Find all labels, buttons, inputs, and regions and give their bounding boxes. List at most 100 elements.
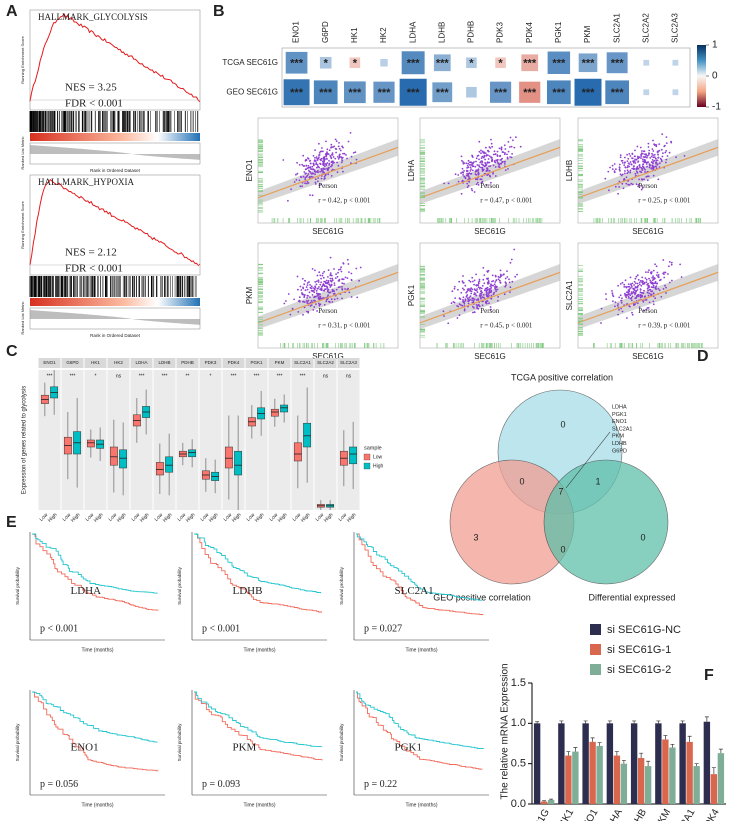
y-axis-label: Running Enrichment Score — [20, 200, 25, 249]
scatter-point — [320, 150, 323, 153]
scatter-point — [314, 183, 317, 185]
scatter-point — [314, 181, 317, 184]
scatter-point — [637, 183, 640, 186]
scatter-point — [484, 152, 487, 155]
x-tick-label: High — [70, 512, 82, 524]
scatter-point — [463, 308, 466, 311]
scatter-point — [634, 286, 637, 288]
scatter-point — [320, 277, 322, 280]
scatter-point — [317, 177, 320, 180]
scatter-point — [317, 279, 320, 282]
stat: r = 0.42, p < 0.001 — [318, 197, 371, 205]
error-bar — [680, 720, 685, 724]
scatter-point — [336, 275, 339, 278]
scatter-point — [306, 174, 309, 177]
scatter-point — [640, 167, 643, 169]
scatter-point — [641, 169, 644, 172]
error-bar — [614, 751, 619, 756]
scatter-point — [654, 286, 657, 289]
scatter-point — [621, 162, 624, 164]
scatter-point — [467, 159, 470, 162]
heat-cell — [521, 54, 539, 72]
scatter-point — [316, 310, 318, 312]
scatter-point — [330, 165, 332, 168]
scatter-point — [640, 171, 643, 174]
scatter-point — [473, 292, 476, 294]
x-axis-label: SEC61G — [474, 227, 506, 236]
scatter-point — [637, 185, 639, 188]
scatter-point — [299, 176, 302, 178]
set-label: GEO positive correlation — [433, 592, 531, 602]
scatter-point — [633, 155, 636, 158]
scatter-point — [309, 166, 312, 169]
scatter-point — [301, 293, 304, 296]
y-tick-label: 1.0 — [511, 717, 526, 729]
scatter-point — [303, 301, 306, 303]
scatter-point — [618, 168, 621, 171]
scatter-point — [671, 279, 673, 282]
heat-cell — [672, 59, 679, 66]
scatter-point — [461, 159, 463, 162]
scatter-point — [651, 276, 654, 279]
scatter-point — [343, 282, 345, 285]
scatter-point — [489, 165, 492, 167]
scatter-point — [631, 152, 634, 155]
scatter-point — [318, 286, 320, 288]
scatter-point — [359, 266, 362, 269]
legend-swatch — [363, 462, 371, 470]
scatter-point — [636, 286, 639, 289]
scatter-point — [503, 160, 505, 163]
scatter-point — [322, 167, 324, 170]
scatter-point — [304, 279, 306, 282]
scatter-point — [464, 176, 467, 179]
x-tick-label: SEC61G — [523, 807, 552, 821]
scatter-point — [311, 294, 314, 296]
y-axis-label: Survival probability — [177, 723, 182, 762]
scatter-point — [617, 284, 619, 287]
scatter-point — [443, 315, 445, 317]
scatter-point — [482, 278, 485, 281]
heat-cell — [643, 59, 650, 66]
scatter-point — [636, 165, 639, 168]
scatter-point — [350, 278, 353, 281]
scatter-point — [504, 277, 507, 280]
scatter-point — [629, 161, 632, 163]
scatter-point — [282, 159, 285, 161]
scatter-point — [303, 171, 306, 173]
scatter-point — [323, 270, 326, 273]
km-curve — [32, 691, 159, 772]
scatter-point — [648, 285, 650, 288]
scatter-point — [482, 294, 485, 296]
scatter-point — [608, 189, 610, 192]
legend-swatch — [590, 644, 601, 655]
scatter-point — [627, 162, 630, 165]
scatter-point — [642, 160, 644, 163]
scatter-point — [508, 281, 511, 284]
scatter-point — [488, 291, 491, 294]
scatter-point — [499, 159, 502, 161]
error-bar — [670, 743, 675, 748]
y-tick-label: 1.5 — [511, 677, 526, 689]
facet-bg — [222, 370, 245, 510]
scatter-point — [658, 143, 661, 146]
scatter-point — [658, 289, 661, 292]
scatter-point — [293, 298, 295, 301]
scatter-point — [470, 188, 473, 190]
error-bar — [639, 752, 644, 759]
scatter-point — [643, 281, 646, 284]
scatter-point — [316, 280, 318, 283]
scatter-point — [346, 258, 349, 261]
scatter-point — [629, 297, 632, 300]
bar — [606, 723, 614, 804]
scatter-point — [504, 285, 507, 288]
ci-band — [258, 139, 398, 205]
scatter-point — [314, 281, 317, 283]
scatter-point — [679, 263, 681, 266]
scatter-point — [485, 164, 488, 166]
scatter-point — [464, 284, 467, 287]
scatter-point — [479, 178, 482, 181]
x-tick-label: High — [185, 512, 197, 524]
scatter-point — [478, 164, 480, 167]
scatter-point — [652, 292, 655, 295]
scatter-point — [327, 153, 330, 156]
